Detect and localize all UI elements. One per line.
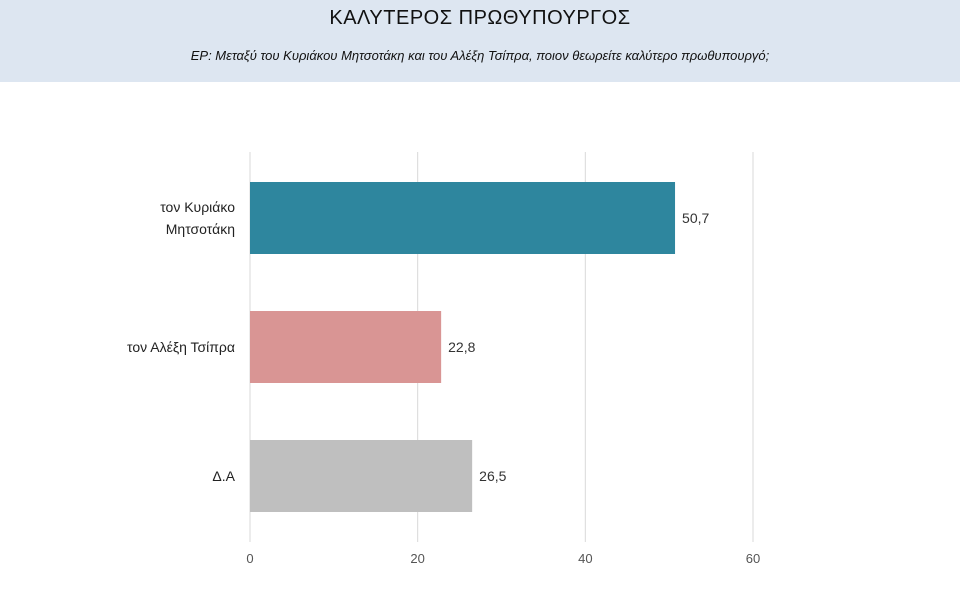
category-label-1: τον Αλέξη Τσίπρα xyxy=(127,339,235,355)
data-label-2: 26,5 xyxy=(479,468,506,484)
chart-title: ΚΑΛΥΤΕΡΟΣ ΠΡΩΘΥΠΟΥΡΓΟΣ xyxy=(329,7,631,29)
chart-subtitle: ΕΡ: Μεταξύ του Κυριάκου Μητσοτάκη και το… xyxy=(190,48,770,63)
bar-1 xyxy=(250,311,442,383)
x-tick-label-60: 60 xyxy=(746,551,760,566)
data-label-0: 50,7 xyxy=(682,210,709,226)
category-label-2: Δ.Α xyxy=(212,468,235,484)
bar-chart: 0 20 40 60 50,7 τον Κυριάκο Μητσοτάκη 22,8 τον Α… xyxy=(127,152,760,566)
data-label-1: 22,8 xyxy=(448,339,475,355)
x-tick-label-0: 0 xyxy=(246,551,253,566)
header-banner: ΚΑΛΥΤΕΡΟΣ ΠΡΩΘΥΠΟΥΡΓΟΣ ΕΡ: Μεταξύ του Κυ… xyxy=(0,0,960,82)
x-tick-label-40: 40 xyxy=(578,551,592,566)
bar-2 xyxy=(250,440,473,512)
category-label-0: τον Κυριάκο Μητσοτάκη xyxy=(160,199,235,237)
x-tick-label-20: 20 xyxy=(410,551,424,566)
bar-0 xyxy=(250,182,676,254)
